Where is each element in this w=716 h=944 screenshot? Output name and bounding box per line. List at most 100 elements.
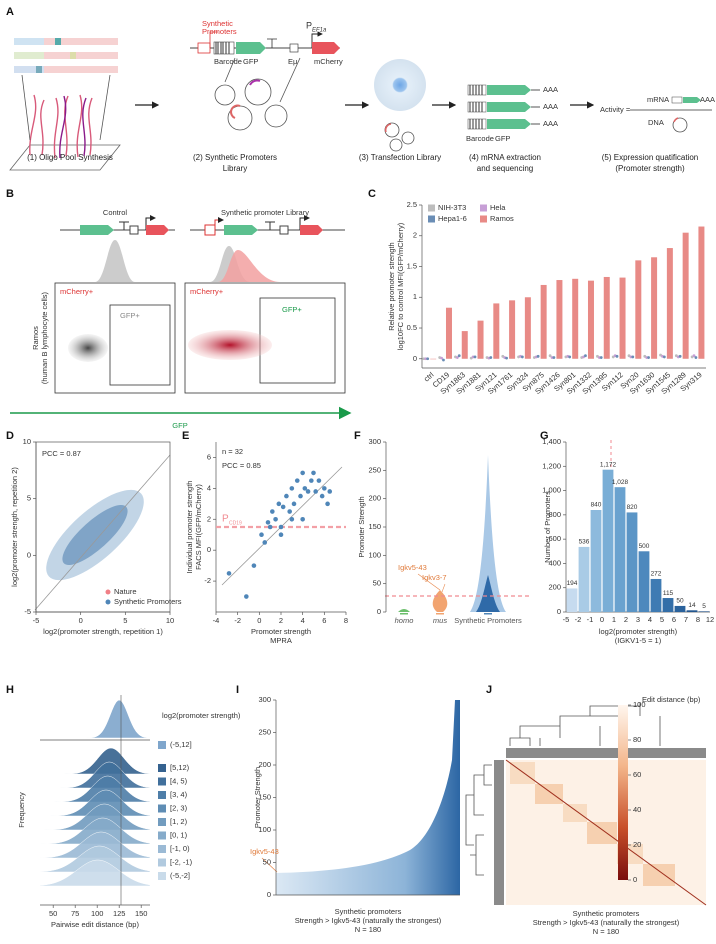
legend-swatch [158, 777, 166, 786]
point [322, 486, 327, 491]
y-tick-label: 50 [373, 579, 381, 588]
ridge [39, 831, 151, 859]
cell-label: Ramos [31, 326, 40, 350]
point [287, 509, 292, 514]
construct-label: P [306, 20, 312, 30]
step-label: (5) Expression quatification [602, 153, 699, 162]
x-tick-label: 5 [123, 616, 127, 625]
x-tick-label: homo [395, 616, 414, 625]
x-tick-label: 0 [79, 616, 83, 625]
legend-swatch [158, 818, 166, 826]
legend-label: [-1, 0) [170, 844, 190, 853]
poly-a: AAA [543, 119, 558, 128]
panel-label: G [540, 430, 549, 442]
x-tick-label: 0 [257, 616, 261, 625]
legend-label: [1, 2) [170, 817, 188, 826]
x-tick-label: -1 [587, 615, 594, 624]
y-axis-label: Individual promoter strength [185, 481, 194, 574]
point [294, 478, 300, 483]
y-tick-label: 150 [368, 522, 381, 531]
construct-label: Eμ [288, 57, 297, 66]
annotation: Igkv5-43 [250, 847, 279, 856]
dot [631, 355, 635, 359]
y-axis-label: Number of Promoters [543, 491, 552, 563]
y-tick-label: 6 [207, 452, 211, 461]
bar [686, 610, 698, 612]
y-tick-label: 2.5 [407, 200, 417, 209]
y-axis-label: Promoter Strength [357, 496, 366, 557]
condition-label: Control [103, 208, 128, 217]
x-axis-label: Synthetic promoters [573, 909, 640, 918]
step-label: and sequencing [477, 164, 534, 173]
ridge [39, 789, 151, 817]
point [262, 540, 268, 545]
y-tick-label: 1,000 [542, 486, 561, 495]
formula: DNA [648, 118, 664, 127]
point [313, 489, 318, 494]
y-tick-label: 4 [207, 483, 211, 492]
y-tick-label: 200 [368, 494, 381, 503]
dot [520, 355, 524, 359]
bar [666, 248, 673, 359]
x-axis-label: Strength > Igkv5-43 (naturally the stron… [295, 916, 442, 925]
x-tick-label: Synthetic Promoters [454, 616, 522, 625]
y-tick-label: 600 [548, 534, 561, 543]
legend-swatch [480, 215, 487, 223]
x-axis-label: log2(promoter strength) [599, 627, 678, 636]
dot [440, 356, 443, 360]
dot [599, 356, 603, 359]
x-tick-label: 100 [91, 909, 104, 918]
legend-label: Hepa1-6 [438, 214, 467, 223]
bar [477, 320, 484, 359]
bar [556, 280, 563, 359]
bar [566, 588, 578, 612]
y-tick-label: 0 [267, 890, 271, 899]
construct-label: mCherry [314, 57, 343, 66]
category-color [436, 613, 444, 615]
ridge [39, 859, 151, 887]
poly-a: AAA [543, 85, 558, 94]
x-tick-label: -2 [575, 615, 582, 624]
legend-swatch [480, 204, 487, 212]
gate-label: mCherry+ [60, 287, 94, 296]
legend-label: (-5,-2] [170, 871, 190, 880]
step-label: (2) Synthetic Promoters [193, 153, 277, 162]
x-tick-label: 2 [279, 616, 283, 625]
x-tick-label: -2 [234, 616, 241, 625]
legend-swatch [428, 215, 435, 223]
dot [457, 354, 461, 358]
legend-label: [5,12) [170, 763, 190, 772]
value-label: 1,172 [600, 461, 617, 468]
panel-label: I [236, 684, 239, 696]
ridge [39, 803, 151, 831]
point [298, 493, 303, 499]
y-tick-label: 1 [413, 292, 417, 301]
condition-label: Synthetic promoter Library [221, 208, 309, 217]
legend-swatch [158, 858, 166, 867]
y-tick-label: 0 [27, 550, 31, 559]
dot [662, 355, 666, 359]
point [270, 509, 275, 514]
point [244, 594, 249, 599]
x-tick-label: 6 [322, 616, 326, 625]
dot [442, 358, 445, 362]
point [226, 571, 232, 576]
x-tick-label: mus [433, 616, 447, 625]
dot [455, 356, 459, 359]
read-label: GFP [495, 134, 510, 143]
legend-swatch [158, 764, 166, 772]
point [300, 470, 305, 476]
bar [524, 297, 531, 359]
x-tick-label: 8 [696, 615, 700, 624]
bar [578, 546, 590, 612]
legend-swatch [105, 599, 111, 605]
point [265, 520, 271, 525]
bar [602, 469, 614, 612]
y-axis-label: FACS MFI(GFP/mCherry) [194, 484, 203, 570]
formula: Activity = [600, 105, 631, 114]
y-tick-label: 200 [548, 583, 561, 592]
dot [692, 354, 696, 358]
bar [614, 487, 626, 612]
bar [638, 551, 650, 612]
ridge [40, 761, 151, 789]
